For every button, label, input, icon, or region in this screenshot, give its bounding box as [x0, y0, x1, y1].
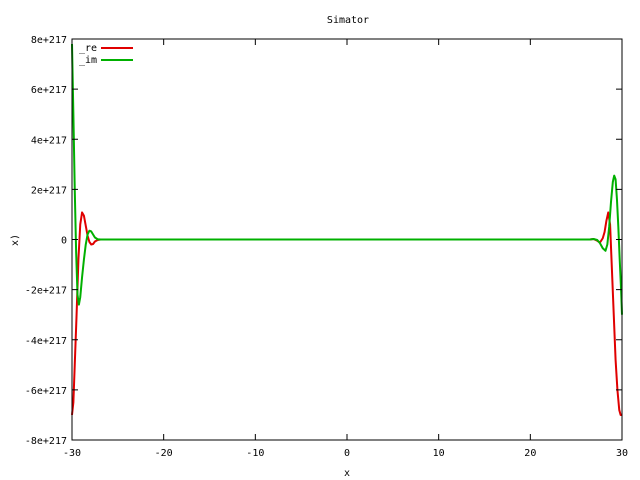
x-tick-label: 30: [616, 448, 628, 459]
series-layer: [71, 43, 623, 416]
series-line-im: [71, 43, 623, 315]
legend-label: _im: [79, 55, 97, 66]
x-tick-label: -30: [63, 448, 81, 459]
x-tick-label: 20: [524, 448, 536, 459]
chart-title: Simator: [327, 15, 369, 26]
y-tick-label: 6e+217: [31, 85, 67, 96]
y-tick-label: -4e+217: [25, 336, 67, 347]
x-tick-label: -10: [246, 448, 264, 459]
axes-layer: -30 -20 -10 0 10 20 30 -8e+217 -6e+217 -4e+217 -2e…: [25, 35, 628, 459]
y-axis-label: x): [10, 234, 21, 246]
y-tick-label: 4e+217: [31, 135, 67, 146]
legend: _re_im: [79, 43, 133, 66]
x-tick-label: 0: [344, 448, 350, 459]
y-tick-label: 0: [61, 236, 67, 247]
legend-label: _re: [79, 43, 97, 54]
x-axis-label: x: [344, 468, 350, 479]
y-tick-label: -2e+217: [25, 286, 67, 297]
y-tick-label: -8e+217: [25, 436, 67, 447]
y-tick-label: 8e+217: [31, 35, 67, 46]
y-tick-label: -6e+217: [25, 386, 67, 397]
x-tick-label: -20: [155, 448, 173, 459]
x-tick-label: 10: [433, 448, 445, 459]
y-tick-label: 2e+217: [31, 185, 67, 196]
